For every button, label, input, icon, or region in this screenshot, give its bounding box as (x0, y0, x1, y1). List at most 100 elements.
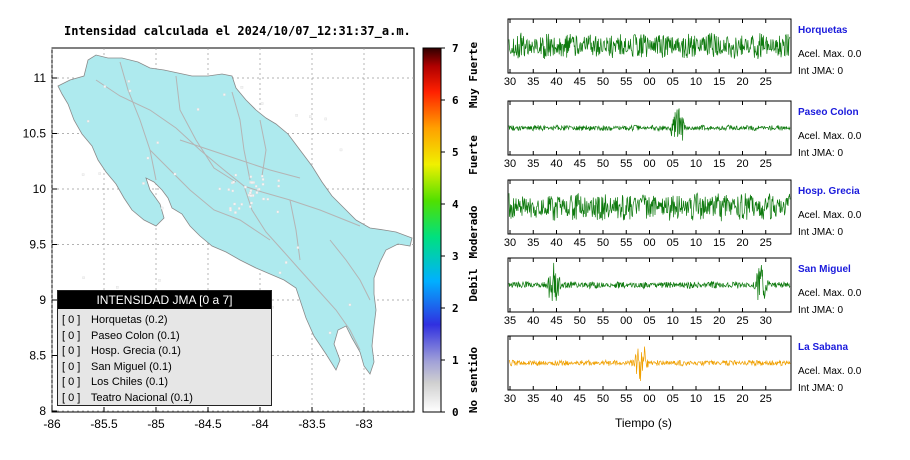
station-xtick-label: 05 (667, 393, 679, 405)
map-xtick-label: -84.5 (194, 417, 222, 431)
legend-item-text: San Miguel (0.1) (88, 360, 172, 373)
town-marker (103, 85, 107, 88)
station-xtick-label: 40 (550, 158, 562, 170)
town-marker (234, 173, 238, 177)
station-xtick-label: 15 (713, 237, 725, 249)
station-jma-intensity: Int JMA: 0 (798, 148, 843, 159)
station-xtick-label: 15 (713, 393, 725, 405)
station-xtick-label: 55 (620, 76, 632, 88)
legend-item-text: Teatro Nacional (0.1) (88, 391, 193, 404)
town-marker (262, 197, 265, 201)
time-axis-label: Tiempo (s) (615, 416, 672, 430)
town-marker (231, 189, 234, 193)
colorbar-tick-label: 0 (452, 406, 459, 419)
legend-item-level: [ 0 ] (62, 345, 81, 357)
station-xtick-label: 05 (667, 158, 679, 170)
station-waveform (508, 32, 791, 60)
legend-item-level: [ 0 ] (62, 329, 81, 342)
station-name[interactable]: San Miguel (798, 264, 851, 275)
station-xtick-label: 25 (760, 76, 772, 88)
map-xtick-label: -84 (251, 417, 269, 431)
station-jma-intensity: Int JMA: 0 (798, 66, 843, 77)
legend-item-level: [ 0 ] (62, 391, 81, 404)
town-marker (244, 185, 247, 189)
station-panel: 30 35 40 45 50 55 00 05 10 15 20 25 Horquetas Acel. M… (504, 18, 862, 88)
map-title: Intensidad calculada el 2024/10/07_12:31… (64, 24, 411, 38)
road-line (289, 199, 301, 261)
town-marker (248, 205, 252, 208)
station-name[interactable]: Hosp. Grecia (798, 186, 860, 197)
colorbar-category-label: Muy Fuerte (467, 42, 480, 109)
map-xtick-label: -83.5 (298, 417, 326, 431)
town-marker (255, 191, 259, 194)
map-ytick-label: 9.5 (29, 238, 46, 252)
road-line (329, 239, 371, 301)
road-line (175, 75, 237, 183)
town-marker (240, 203, 243, 206)
station-name[interactable]: La Sabana (798, 342, 848, 353)
town-marker (146, 156, 150, 160)
intensity-legend: INTENSIDAD JMA [0 a 7] [ 0 ] Horquetas (… (57, 290, 272, 406)
town-marker (276, 210, 280, 214)
town-marker (158, 279, 161, 282)
station-name[interactable]: Horquetas (798, 25, 848, 36)
town-marker (229, 208, 232, 212)
station-xtick-label: 55 (620, 237, 632, 249)
town-marker (232, 180, 235, 184)
station-xtick-label: 55 (597, 315, 609, 327)
station-xtick-label: 25 (760, 158, 772, 170)
station-xtick-label: 25 (760, 393, 772, 405)
map-ytick-label: 8.5 (29, 349, 46, 363)
legend-item: [ 0 ] Paseo Colon (0.1) (62, 329, 271, 345)
station-waveform (508, 262, 791, 302)
town-marker (233, 202, 236, 206)
town-marker (277, 184, 280, 188)
station-xtick-label: 10 (667, 315, 679, 327)
colorbar-category-label: Moderado (467, 205, 480, 258)
station-xtick-label: 35 (527, 393, 539, 405)
station-jma-intensity: Int JMA: 0 (798, 383, 843, 394)
colorbar-tick-label: 6 (452, 94, 459, 107)
legend-item-text: Los Chiles (0.1) (88, 376, 169, 388)
town-marker (284, 261, 288, 264)
station-xtick-label: 35 (527, 76, 539, 88)
station-xtick-label: 15 (713, 158, 725, 170)
station-xtick-label: 00 (643, 393, 655, 405)
road-line (95, 79, 361, 227)
town-marker (82, 276, 85, 279)
station-xtick-label: 10 (690, 158, 702, 170)
station-xtick-label: 15 (713, 76, 725, 88)
town-marker (196, 108, 200, 111)
colorbar-tick-label: 4 (452, 198, 459, 211)
town-marker (295, 114, 298, 117)
station-xtick-label: 45 (574, 76, 586, 88)
map-ytick-label: 11 (34, 71, 47, 85)
seismogram-panels: 30 35 40 45 50 55 00 05 10 15 20 25 Horquetas Acel. M… (504, 18, 862, 405)
station-xtick-label: 40 (550, 237, 562, 249)
town-marker (251, 194, 255, 197)
station-accel-max: Acel. Max. 0.0 (798, 288, 862, 299)
colorbar-tick-label: 2 (452, 302, 459, 315)
intensity-colorbar (422, 47, 442, 413)
station-accel-max: Acel. Max. 0.0 (798, 131, 862, 142)
station-xtick-label: 50 (597, 237, 609, 249)
town-marker (278, 271, 282, 275)
road-network (95, 61, 371, 351)
station-waveform (509, 346, 791, 382)
legend-item-level: [ 0 ] (62, 314, 81, 326)
colorbar-category-label: Debil (467, 268, 480, 301)
map-xtick-label: -85.5 (90, 417, 118, 431)
station-xtick-label: 25 (760, 237, 772, 249)
station-waveform (508, 192, 791, 222)
station-panel: 30 35 40 45 50 55 00 05 10 15 20 25 La Sabana Acel. M… (504, 335, 862, 405)
road-line (231, 91, 251, 181)
station-name[interactable]: Paseo Colon (798, 107, 859, 118)
station-xtick-label: 55 (620, 393, 632, 405)
town-marker (248, 191, 252, 195)
costa-rica-landmass[interactable] (57, 54, 413, 375)
colorbar-category-label: Fuerte (467, 135, 480, 175)
road-line (149, 149, 271, 241)
map-axes: -86 -85.5 -85 -84.5 -84 -83.5 -83 11 10.5 10 9.5 9 8… (23, 71, 373, 431)
colorbar-ticks: 0 1 2 3 4 5 6 7 No sentido Debil Moderado Fuerte Muy… (441, 42, 480, 419)
